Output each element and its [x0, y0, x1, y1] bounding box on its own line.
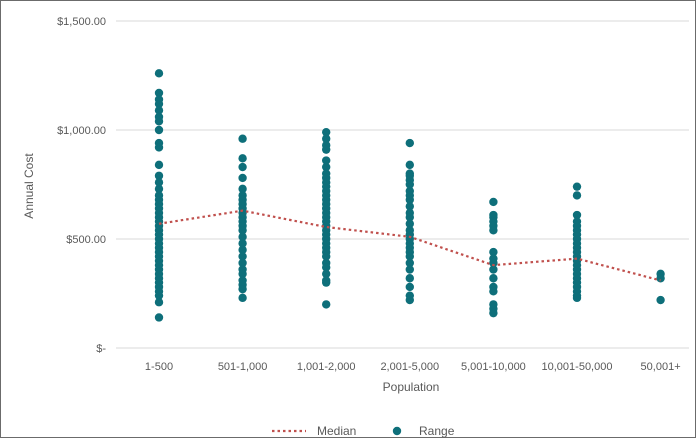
- range-point: [154, 178, 164, 187]
- legend-range-swatch: [392, 426, 402, 436]
- y-axis-title: Annual Cost: [22, 153, 36, 219]
- range-point: [572, 182, 582, 191]
- range-point: [405, 180, 414, 189]
- range-point: [238, 184, 247, 194]
- range-point: [656, 295, 665, 305]
- legend: Median Range: [272, 424, 455, 438]
- range-point: [238, 293, 247, 303]
- range-point: [405, 258, 414, 268]
- range-point: [322, 127, 331, 137]
- range-point: [154, 88, 164, 98]
- y-tick-label: $1,500.00: [57, 16, 106, 28]
- range-point: [572, 191, 582, 200]
- x-tick-label: 1,001-2,000: [297, 361, 356, 373]
- y-tick-label: $500.00: [66, 234, 106, 246]
- range-point: [405, 138, 414, 148]
- range-point: [489, 258, 498, 268]
- range-point: [154, 184, 164, 194]
- range-point: [238, 232, 247, 242]
- range-point: [405, 295, 414, 305]
- gridlines: [116, 20, 689, 349]
- range-point: [154, 69, 164, 78]
- x-tick-label: 501-1,000: [218, 361, 268, 373]
- range-point: [489, 265, 498, 274]
- range-point: [322, 300, 331, 309]
- range-point: [238, 162, 247, 172]
- range-point: [322, 278, 331, 287]
- range-point: [405, 274, 414, 283]
- range-point: [322, 145, 331, 154]
- range-point: [154, 160, 164, 170]
- range-point: [405, 282, 414, 292]
- range-point: [238, 173, 247, 183]
- range-point: [238, 269, 247, 279]
- range-point: [405, 213, 414, 222]
- range-point: [154, 99, 164, 109]
- range-point: [489, 226, 498, 235]
- range-point: [154, 106, 164, 115]
- range-point: [238, 239, 247, 248]
- range-point: [322, 252, 331, 261]
- range-point: [405, 202, 414, 211]
- range-point: [238, 245, 247, 255]
- range-point: [489, 274, 498, 283]
- range-point: [154, 117, 164, 126]
- range-point: [238, 252, 247, 261]
- x-axis-title: Population: [383, 380, 440, 394]
- range-point: [656, 274, 665, 283]
- range-point: [238, 226, 247, 235]
- x-axis-ticks: 1-500 501-1,000 1,001-2,000 2,001-5,000 5,00…: [145, 361, 681, 373]
- range-point: [405, 252, 414, 261]
- y-tick-label: $1,000.00: [57, 125, 106, 137]
- x-tick-label: 5,001-10,000: [461, 361, 526, 373]
- range-point: [489, 287, 498, 296]
- range-point: [154, 143, 164, 152]
- x-tick-label: 10,001-50,000: [542, 361, 613, 373]
- median-line: [158, 209, 661, 282]
- range-point: [238, 134, 247, 143]
- range-point: [405, 160, 414, 170]
- range-point: [572, 210, 582, 220]
- range-point: [154, 298, 164, 307]
- range-points: [154, 69, 665, 322]
- x-tick-label: 2,001-5,000: [380, 361, 439, 373]
- x-tick-label: 1-500: [145, 361, 173, 373]
- range-point: [405, 219, 414, 228]
- legend-range-label: Range: [419, 424, 455, 438]
- range-point: [154, 125, 164, 135]
- range-point: [405, 195, 414, 204]
- range-point: [238, 284, 247, 294]
- range-point: [322, 156, 331, 165]
- y-tick-label: $-: [96, 343, 106, 355]
- range-point: [238, 258, 247, 268]
- range-point: [405, 265, 414, 274]
- range-point: [154, 171, 164, 180]
- range-point: [322, 269, 331, 279]
- legend-median-label: Median: [317, 424, 356, 438]
- range-point: [154, 313, 164, 322]
- range-point: [238, 154, 247, 163]
- range-point: [572, 293, 582, 303]
- range-point: [154, 291, 164, 300]
- range-point: [322, 134, 331, 143]
- range-point: [322, 162, 331, 172]
- median-line-group: [158, 209, 661, 282]
- x-tick-label: 50,001+: [641, 361, 681, 373]
- range-point: [489, 308, 498, 318]
- range-point: [489, 247, 498, 257]
- range-point: [322, 263, 331, 272]
- y-axis-ticks: $- $500.00 $1,000.00 $1,500.00: [57, 16, 106, 355]
- range-point: [489, 197, 498, 207]
